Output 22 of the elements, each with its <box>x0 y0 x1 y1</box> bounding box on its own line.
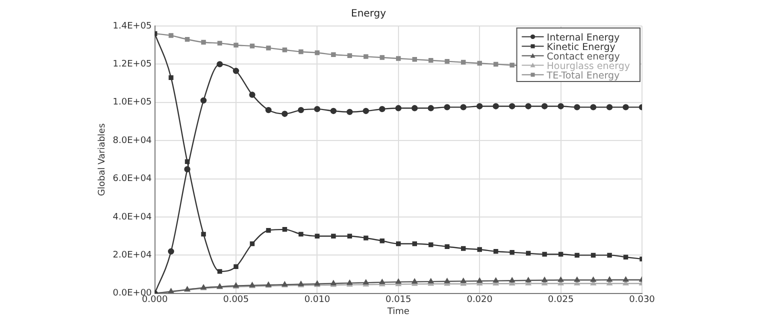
x-tick-label: 0.000 <box>142 295 168 306</box>
y-tick-label: 2.0E+04 <box>112 250 152 261</box>
x-axis-title: Time <box>386 306 410 317</box>
y-tick-label: 4.0E+04 <box>112 212 152 222</box>
y-tick-label: 8.0E+04 <box>112 136 152 146</box>
x-tick-label: 0.030 <box>629 295 656 306</box>
y-axis-title: Global Variables <box>98 123 108 196</box>
y-tick-label: 1.4E+05 <box>112 21 152 32</box>
x-tick-label: 0.005 <box>223 295 249 306</box>
y-tick-label: 1.0E+05 <box>112 98 152 108</box>
chart-title: Energy <box>350 8 386 20</box>
y-tick-label: 1.2E+05 <box>112 60 152 70</box>
x-tick-label: 0.010 <box>304 295 330 306</box>
x-tick-label: 0.015 <box>386 295 412 306</box>
x-tick-label: 0.025 <box>548 295 574 306</box>
legend-label: Kinetic Energy <box>546 42 616 53</box>
legend-label: Hourglass energy <box>546 60 630 72</box>
y-tick-label: 6.0E+04 <box>112 174 152 184</box>
legend-label: Contact energy <box>546 51 620 62</box>
x-tick-label: 0.020 <box>466 295 493 306</box>
legend-label: Internal Energy <box>546 32 620 44</box>
legend-label: TE-Total Energy <box>546 70 620 82</box>
